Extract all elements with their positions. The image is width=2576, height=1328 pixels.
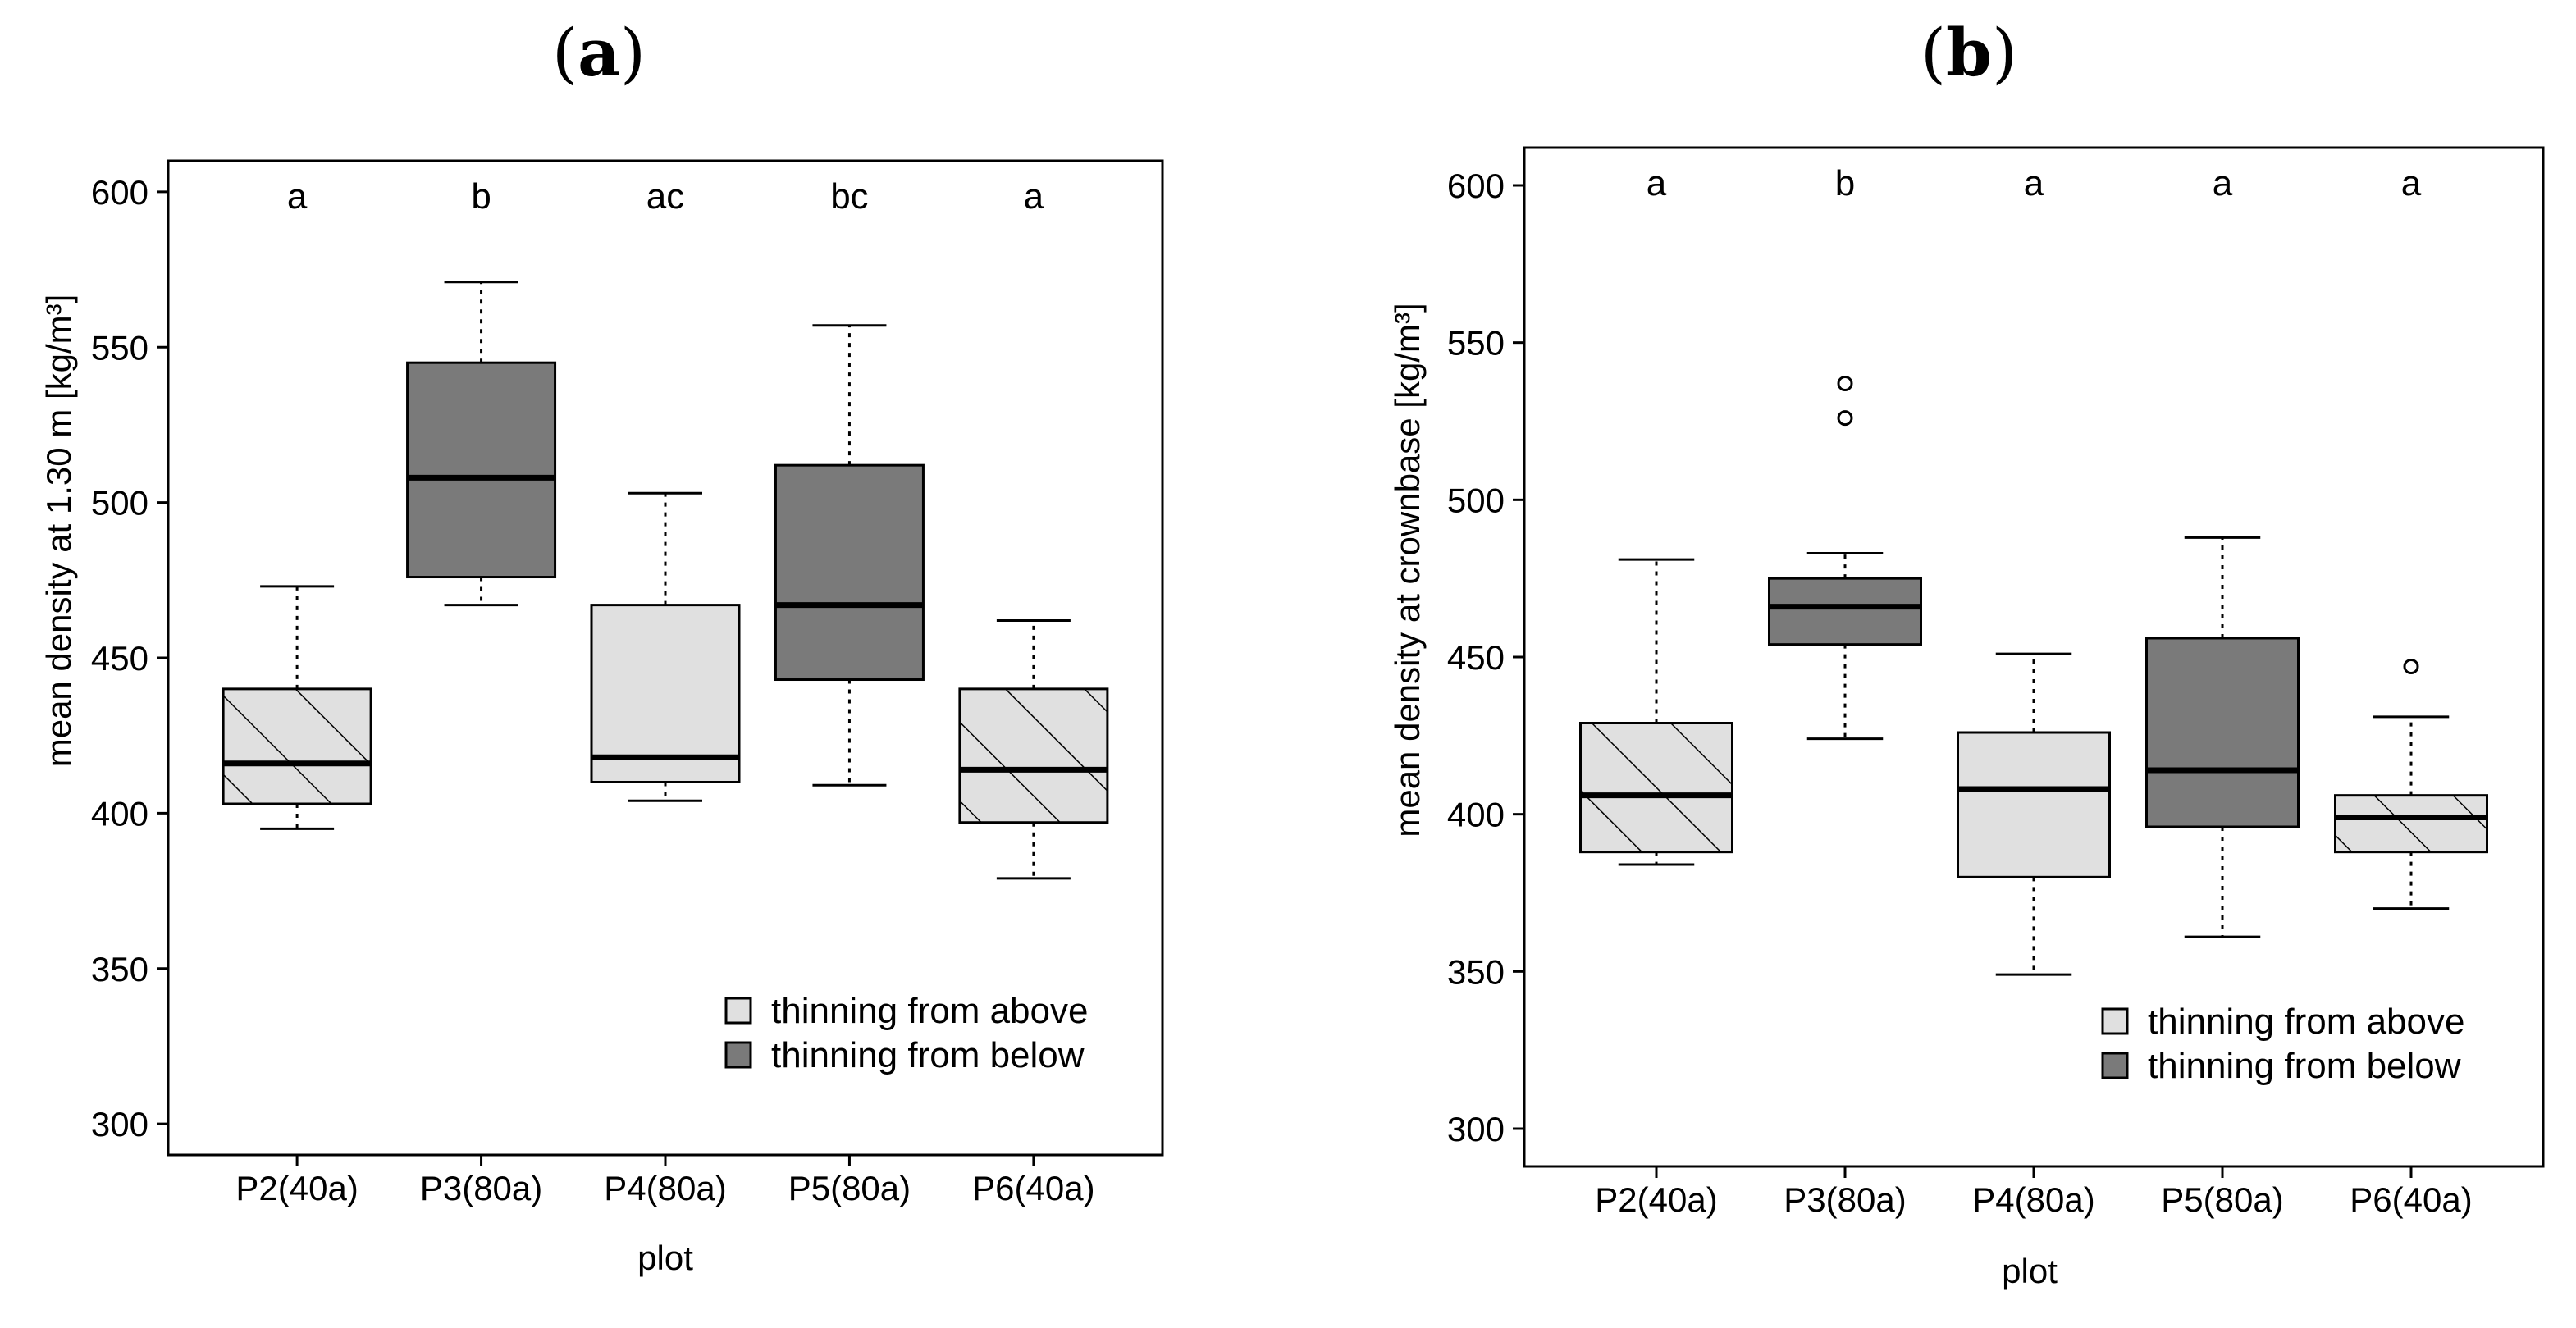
legend-label-below-a: thinning from below [771,1035,1085,1075]
box-outline [590,604,741,783]
box-hatch [959,688,1108,823]
x-tick-label-a-P6(40a): P6(40a) [972,1169,1094,1207]
box-b-P3(80a) [1768,376,1922,741]
boxplots-b [1579,376,2488,976]
y-tick-label-b-500: 500 [1447,481,1505,519]
legend-swatch-above-b [2101,1007,2129,1035]
y-tick-label-a-550: 550 [91,328,148,367]
box-body [2146,638,2299,827]
y-tick-label-a-500: 500 [91,484,148,523]
significance-letter-a-P6(40a): a [1024,176,1044,217]
significance-letter-a-P5(80a): bc [830,176,868,217]
box-a-P5(80a) [774,324,925,787]
x-tick-label-b-P3(80a): P3(80a) [1784,1180,1906,1219]
y-tick-label-b-350: 350 [1447,952,1505,991]
box-a-P4(80a) [590,491,741,802]
x-tick-label-b-P2(40a): P2(40a) [1595,1180,1717,1219]
outlier-point [2403,659,2419,674]
box-outline [222,687,372,805]
box-body [775,465,924,680]
x-tick-label-b-P5(80a): P5(80a) [2161,1180,2283,1219]
box-b-P5(80a) [2145,536,2300,938]
significance-letter-b-P2(40a): a [1647,163,1667,203]
significance-letter-a-P2(40a): a [287,176,308,217]
outlier-point [1837,410,1853,427]
box-body [591,605,739,783]
box-body [1769,578,1921,645]
y-axis-title-a: mean density at 1.30 m [kg/m³] [39,294,78,768]
box-b-P2(40a) [1579,558,1733,866]
y-axis-title-b: mean density at crownbase [kg/m³] [1388,303,1427,837]
box-outline [958,687,1109,824]
legend-a: thinning from above thinning from below [724,991,1088,1075]
y-axis-b: 300 350 400 450 500 550 600 [1447,167,1524,1148]
box-a-P6(40a) [958,619,1109,880]
legend-swatch-below-b [2101,1052,2129,1079]
y-tick-label-a-350: 350 [91,950,148,988]
box-a-P3(80a) [406,281,557,607]
y-tick-label-a-600: 600 [91,173,148,212]
box-b-P6(40a) [2334,659,2488,910]
boxplots-a [222,281,1109,880]
y-axis-a: 300 350 400 450 500 550 600 [91,173,168,1143]
panel-b-label: (b) [1921,14,2017,91]
chart-panel-a: (a) 300 350 400 450 500 550 600 a b ac bc a P2(40a… [39,14,1164,1277]
significance-letter-b-P6(40a): a [2401,163,2422,203]
x-axis-b: P2(40a) P3(80a) P4(80a) P5(80a) P6(40a) [1595,1166,2473,1219]
legend-label-below-b: thinning from below [2148,1046,2461,1086]
box-hatch [223,688,372,805]
significance-letter-a-P3(80a): b [471,176,491,217]
box-a-P2(40a) [222,585,372,830]
box-b-P4(80a) [1957,652,2111,976]
box-outline [2145,637,2300,828]
y-tick-label-a-450: 450 [91,639,148,678]
x-tick-label-a-P3(80a): P3(80a) [420,1169,542,1207]
y-tick-label-b-450: 450 [1447,638,1505,677]
box-outline [774,463,925,682]
box-hatch [2335,795,2487,852]
significance-letter-b-P4(80a): a [2024,163,2044,203]
y-tick-label-b-600: 600 [1447,167,1505,205]
panel-a-label: (a) [552,14,646,91]
panel-b-letter: b [1946,14,1992,91]
significance-letter-b-P3(80a): b [1835,163,1855,203]
significance-letters-a: a b ac bc a [287,176,1044,217]
box-outline [1768,577,1922,646]
legend-swatch-below-a [724,1041,752,1069]
y-tick-label-a-300: 300 [91,1105,148,1143]
x-tick-label-b-P6(40a): P6(40a) [2350,1180,2472,1219]
x-axis-a: P2(40a) P3(80a) P4(80a) P5(80a) P6(40a) [235,1155,1095,1207]
x-tick-label-a-P2(40a): P2(40a) [235,1169,358,1207]
legend-b: thinning from above thinning from below [2101,1002,2464,1086]
y-tick-label-b-400: 400 [1447,796,1505,834]
legend-label-above-b: thinning from above [2148,1002,2464,1042]
x-tick-label-a-P5(80a): P5(80a) [788,1169,911,1207]
panel-a-letter: a [578,14,620,91]
y-tick-label-b-550: 550 [1447,324,1505,363]
y-tick-label-a-400: 400 [91,794,148,833]
box-body [407,363,555,577]
box-outline [1579,722,1733,854]
box-outline [1957,731,2111,878]
y-tick-label-b-300: 300 [1447,1110,1505,1148]
significance-letter-a-P4(80a): ac [646,176,684,217]
x-axis-title-b: plot [2002,1252,2058,1290]
box-hatch [1580,723,1733,852]
legend-swatch-above-a [724,997,752,1025]
legend-label-above-a: thinning from above [771,991,1088,1031]
box-outline [406,361,557,579]
x-tick-label-b-P4(80a): P4(80a) [1972,1180,2094,1219]
box-outline [2334,794,2488,854]
outlier-point [1837,376,1853,391]
x-axis-title-a: plot [637,1239,693,1277]
significance-letter-b-P5(80a): a [2213,163,2233,203]
box-body [1957,732,2110,878]
x-tick-label-a-P4(80a): P4(80a) [604,1169,726,1207]
